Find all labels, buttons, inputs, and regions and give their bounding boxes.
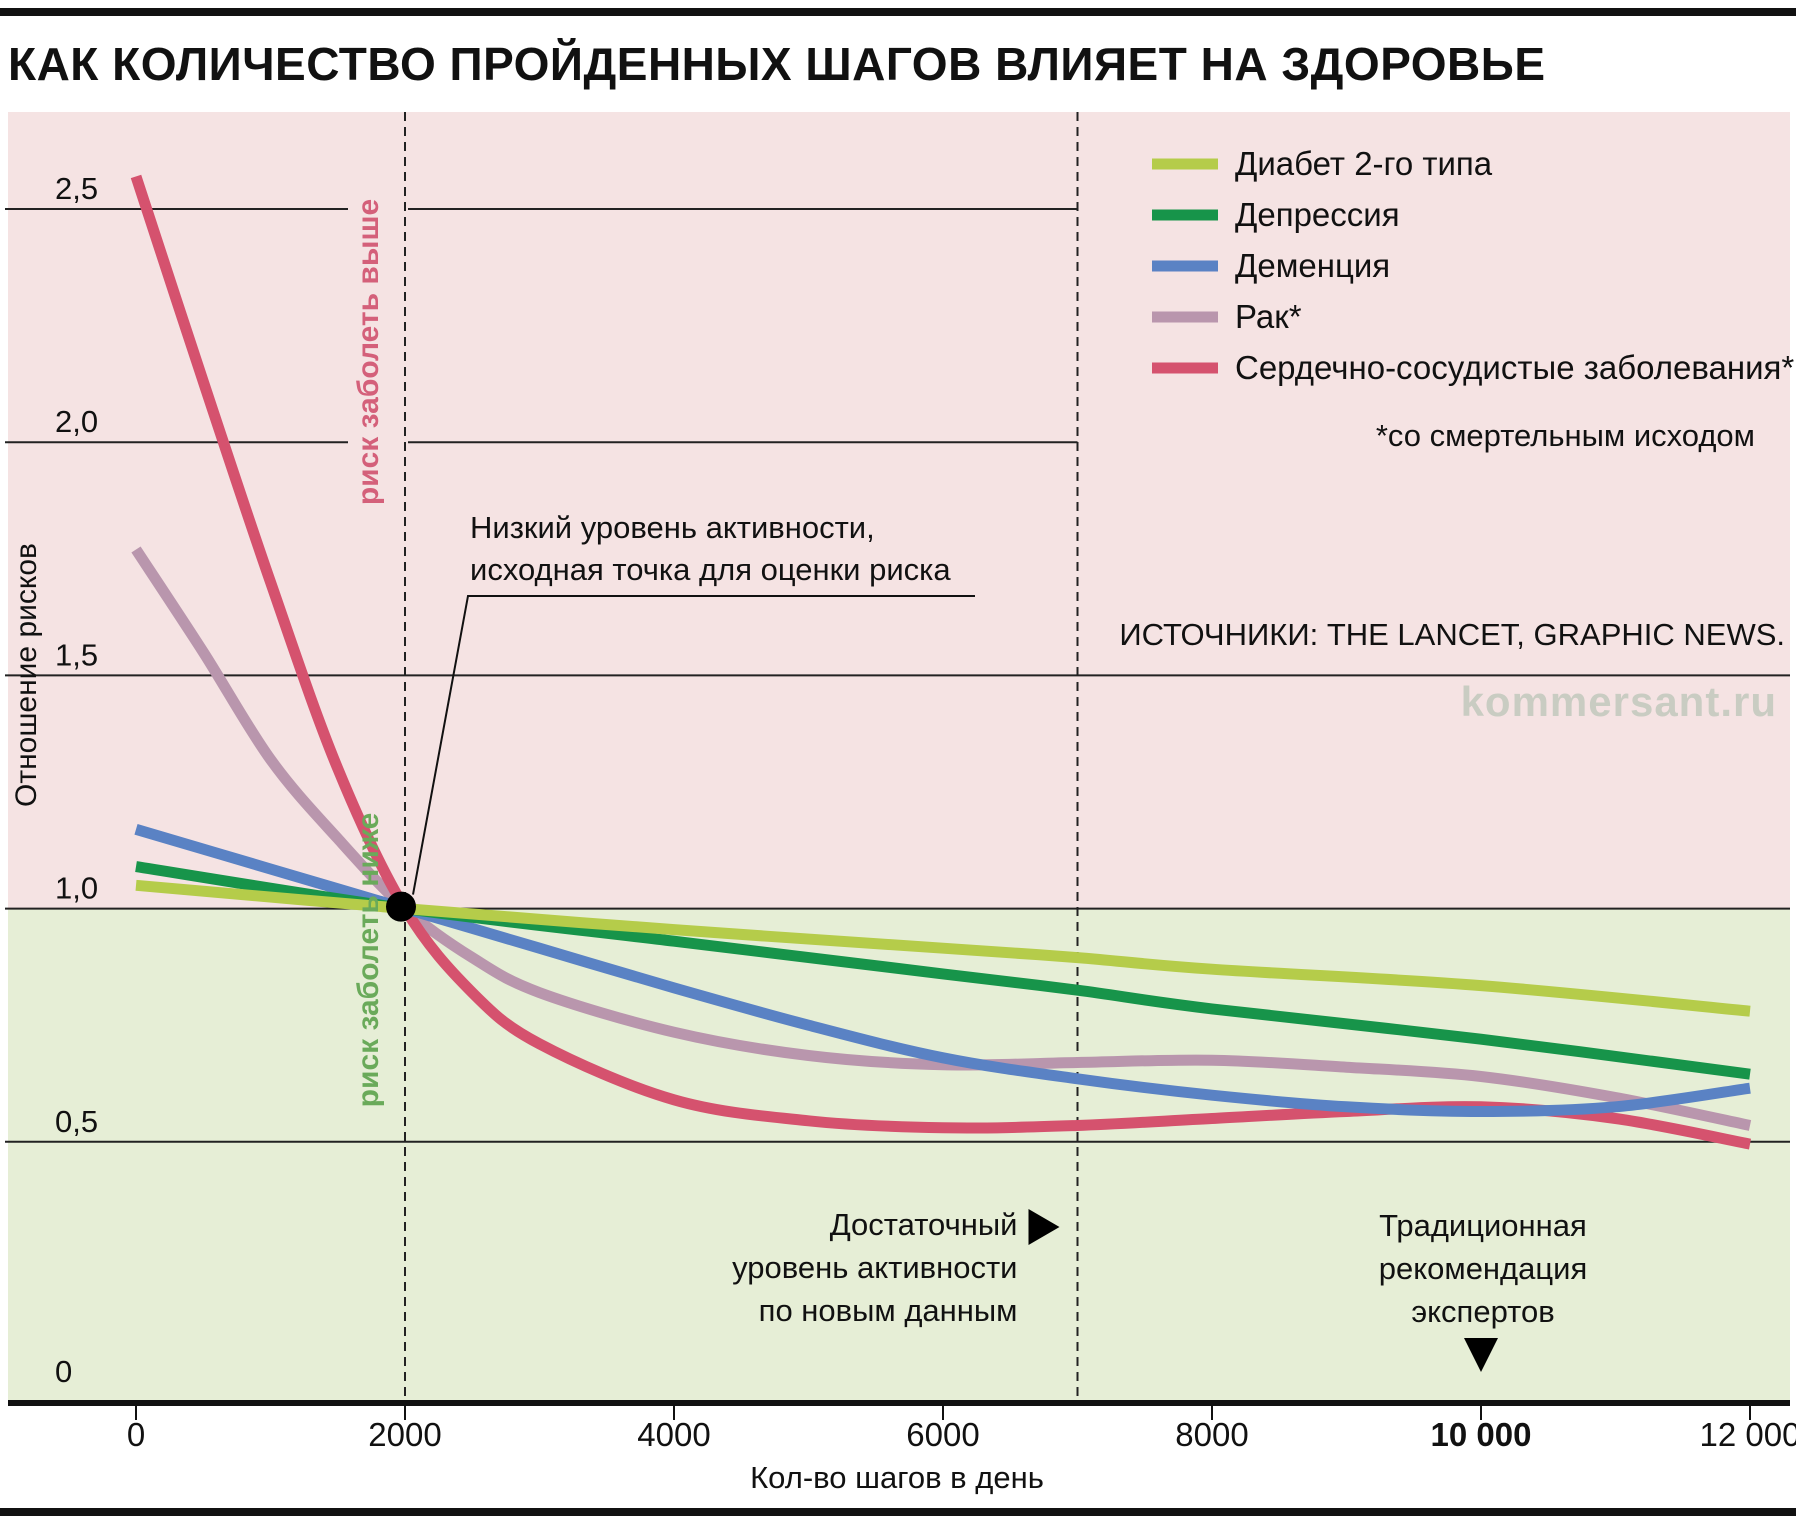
- x-axis-line: [8, 1400, 1790, 1406]
- baseline-label-line-1: Низкий уровень активности,: [470, 510, 875, 545]
- traditional-label-line-3: экспертов: [1411, 1294, 1554, 1329]
- traditional-label-line-1: Традиционная: [1379, 1208, 1587, 1243]
- y-tick-label: 2,0: [55, 404, 98, 439]
- source-label: ИСТОЧНИКИ: THE LANCET, GRAPHIC NEWS.: [1119, 617, 1785, 652]
- x-tick-label: 4000: [637, 1416, 710, 1453]
- y-tick-label: 1,5: [55, 637, 98, 672]
- top-rule: [0, 8, 1796, 16]
- x-tick-label: 0: [127, 1416, 145, 1453]
- baseline-leader-line: [412, 595, 975, 895]
- baseline-label-line-2: исходная точка для оценки риска: [470, 552, 951, 587]
- legend-item-label: Сердечно-сосудистые заболевания*: [1235, 349, 1794, 386]
- y-axis-title: Отношение рисков: [10, 543, 43, 807]
- sufficient-arrow-icon: [1028, 1209, 1060, 1245]
- x-tick-label: 2000: [368, 1416, 441, 1453]
- x-tick-label: 10 000: [1431, 1416, 1532, 1453]
- y-tick-label: 0: [55, 1354, 72, 1389]
- x-tick-label: 6000: [906, 1416, 979, 1453]
- traditional-arrow-icon: [1464, 1338, 1498, 1372]
- legend-item-label: Депрессия: [1235, 196, 1400, 233]
- region-higher-risk: [8, 112, 1790, 909]
- legend-footnote: *со смертельным исходом: [1376, 418, 1755, 453]
- chart-title: КАК КОЛИЧЕСТВО ПРОЙДЕННЫХ ШАГОВ ВЛИЯЕТ Н…: [8, 38, 1546, 90]
- sufficient-label-line-2: уровень активности: [732, 1250, 1017, 1285]
- legend-item-label: Диабет 2-го типа: [1235, 145, 1493, 182]
- sufficient-label-line-1: Достаточный: [830, 1207, 1018, 1242]
- legend-item-label: Деменция: [1235, 247, 1390, 284]
- series-line-cancer: [131, 546, 1752, 1131]
- sufficient-label-line-3: по новым данным: [759, 1293, 1018, 1328]
- x-axis-title: Кол-во шагов в день: [750, 1460, 1044, 1495]
- y-tick-label: 2,5: [55, 171, 98, 206]
- y-tick-label: 0,5: [55, 1104, 98, 1139]
- higher-risk-label: риск заболеть выше: [352, 199, 385, 505]
- x-tick-label: 8000: [1175, 1416, 1248, 1453]
- x-tick-label: 12 000: [1700, 1416, 1796, 1453]
- watermark: kommersant.ru: [1461, 678, 1777, 725]
- baseline-point: [386, 891, 416, 922]
- legend-item-label: Рак*: [1235, 298, 1302, 335]
- lower-risk-label: риск заболеть ниже: [352, 813, 385, 1108]
- bottom-rule: [0, 1508, 1796, 1516]
- y-tick-label: 1,0: [55, 871, 98, 906]
- traditional-label-line-2: рекомендация: [1379, 1251, 1588, 1286]
